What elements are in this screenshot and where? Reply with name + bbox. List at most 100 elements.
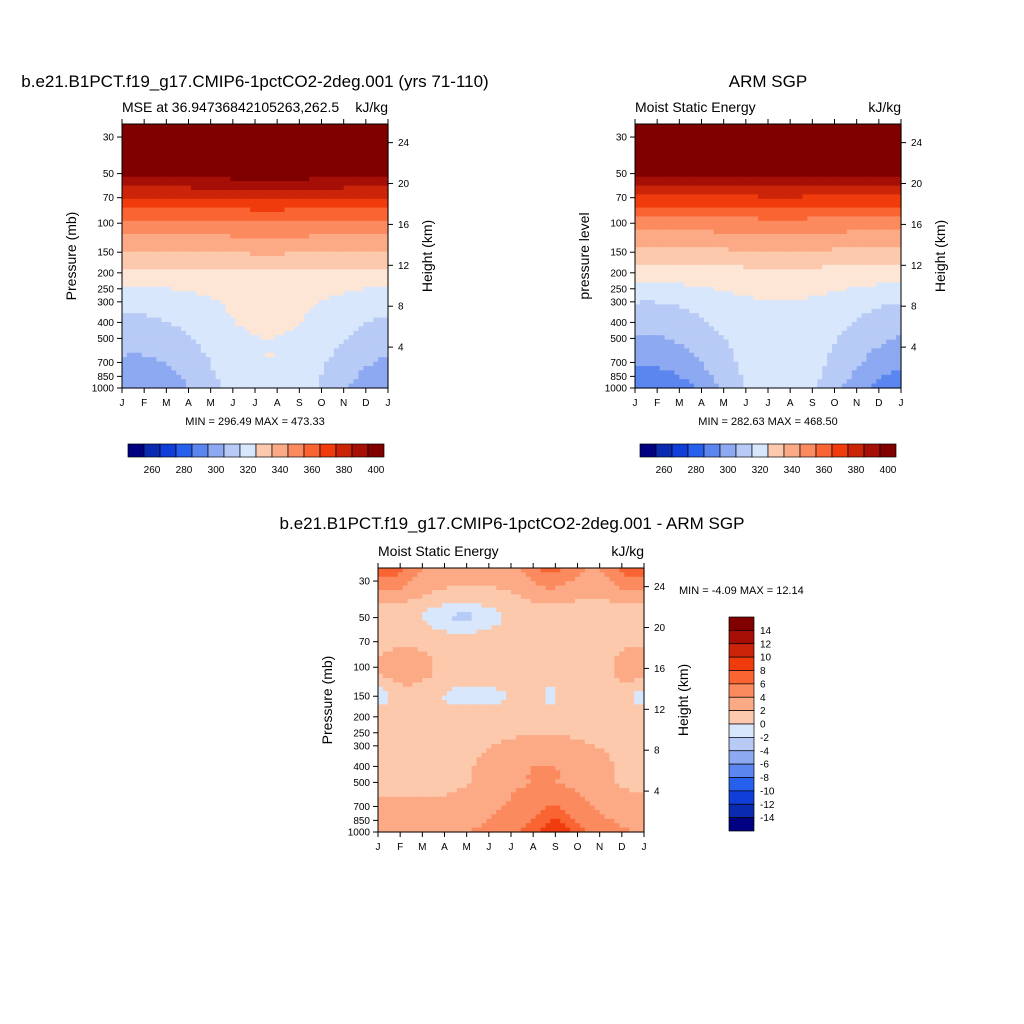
obs-field: [635, 124, 902, 389]
obs-x-tick-label: J: [743, 398, 748, 409]
model-contour-plot: J F M A M J J A S O N D J 30 50 70 100 150 200 250 300 400 500…: [92, 119, 410, 409]
model-colorbar-swatch: [143, 443, 161, 458]
model-field: [122, 124, 389, 389]
diff-colorbar-label: 14: [760, 626, 772, 637]
diff-x-tick-label: N: [596, 842, 603, 853]
model-colorbar-swatch: [191, 443, 209, 458]
obs-colorbar-label: 380: [848, 465, 865, 476]
model-x-tick-label: J: [386, 398, 391, 409]
model-y-axis-label: Pressure (mb): [63, 212, 79, 301]
diff-y-axis-label: Pressure (mb): [319, 656, 335, 745]
model-left-string: MSE at 36.94736842105263,262.5: [122, 99, 339, 115]
diff-left-string: Moist Static Energy: [378, 543, 499, 559]
obs-y-tick-label: 400: [610, 318, 627, 329]
diff-y-tick-label: 30: [359, 577, 371, 588]
obs-colorbar: 260 280 300 320 340 360 380 400: [639, 443, 897, 476]
obs-colorbar-swatch: [767, 443, 785, 458]
diff-x-tick-label: J: [642, 842, 647, 853]
diff-x-tick-label: A: [441, 842, 448, 853]
diff-colorbar-label: 8: [760, 666, 766, 677]
diff-right-tick-label: 8: [654, 746, 660, 757]
model-colorbar-label: 260: [144, 465, 161, 476]
obs-colorbar-swatch: [719, 443, 737, 458]
diff-colorbar-label: -12: [760, 800, 775, 811]
diff-x-tick-label: M: [418, 842, 426, 853]
obs-y-tick-label: 50: [616, 169, 628, 180]
diff-colorbar-label: -6: [760, 760, 769, 771]
diff-colorbar-swatch: [728, 817, 755, 832]
model-colorbar-swatch: [175, 443, 193, 458]
obs-colorbar-label: 340: [784, 465, 801, 476]
model-right-tick-label: 16: [398, 220, 410, 231]
diff-colorbar-label: 4: [760, 693, 766, 704]
diff-x-tick-label: J: [486, 842, 491, 853]
model-y-tick-label: 200: [97, 268, 114, 279]
model-y-tick-label: 250: [97, 284, 114, 295]
obs-right-tick-label: 16: [911, 220, 923, 231]
obs-y-tick-label: 850: [610, 372, 627, 383]
model-x-tick-label: A: [274, 398, 281, 409]
diff-right-tick-label: 12: [654, 705, 666, 716]
diff-y-tick-label: 100: [353, 663, 370, 674]
model-y-tick-label: 70: [103, 193, 115, 204]
model-colorbar-swatch: [239, 443, 257, 458]
diff-y-tick-label: 500: [353, 778, 370, 789]
model-colorbar-label: 360: [304, 465, 321, 476]
obs-colorbar-swatch: [671, 443, 689, 458]
diff-field: [378, 568, 645, 833]
obs-x-tick-label: F: [654, 398, 660, 409]
obs-left-string: Moist Static Energy: [635, 99, 756, 115]
diff-colorbar-label: -14: [760, 813, 775, 824]
obs-colorbar-swatch: [783, 443, 801, 458]
model-right-tick-label: 24: [398, 138, 410, 149]
obs-y-tick-label: 200: [610, 268, 627, 279]
obs-right-tick-label: 20: [911, 179, 923, 190]
obs-colorbar-swatch: [751, 443, 769, 458]
model-x-tick-label: J: [120, 398, 125, 409]
diff-x-tick-label: O: [574, 842, 582, 853]
diff-colorbar-swatch: [728, 737, 755, 752]
model-min-max: MIN = 296.49 MAX = 473.33: [185, 416, 324, 428]
obs-x-tick-label: A: [698, 398, 705, 409]
diff-right-tick-label: 24: [654, 582, 666, 593]
obs-colorbar-swatch: [863, 443, 881, 458]
diff-colorbar-swatch: [728, 696, 755, 711]
model-x-tick-label: J: [253, 398, 258, 409]
obs-y-tick-label: 100: [610, 219, 627, 230]
diff-y-tick-label: 200: [353, 712, 370, 723]
diff-colorbar-swatch: [728, 643, 755, 658]
model-colorbar-swatch: [351, 443, 369, 458]
obs-colorbar-swatch: [687, 443, 705, 458]
model-x-tick-label: O: [318, 398, 326, 409]
obs-y-tick-label: 30: [616, 133, 628, 144]
diff-y-tick-label: 700: [353, 802, 370, 813]
diff-min-max: MIN = -4.09 MAX = 12.14: [679, 585, 804, 597]
diff-colorbar-label: -8: [760, 773, 769, 784]
model-colorbar-swatch: [287, 443, 305, 458]
obs-right-tick-label: 8: [911, 302, 917, 313]
diff-colorbar-label: 12: [760, 639, 772, 650]
obs-y-tick-label: 500: [610, 334, 627, 345]
obs-right-tick-label: 12: [911, 261, 923, 272]
obs-colorbar-label: 300: [720, 465, 737, 476]
diff-colorbar-swatch: [728, 803, 755, 818]
obs-right-tick-label: 4: [911, 343, 917, 354]
model-x-tick-label: S: [296, 398, 303, 409]
diff-colorbar-label: 6: [760, 679, 766, 690]
diff-y-tick-label: 300: [353, 741, 370, 752]
obs-panel-title: ARM SGP: [729, 72, 807, 91]
obs-colorbar-swatch: [831, 443, 849, 458]
obs-y-tick-label: 1000: [605, 384, 628, 395]
model-x-tick-label: D: [362, 398, 369, 409]
model-colorbar-swatch: [303, 443, 321, 458]
diff-contour-plot: J F M A M J J A S O N D J 30 50 70 100 150 200 250 300 400 500…: [348, 563, 666, 853]
obs-x-tick-label: J: [633, 398, 638, 409]
obs-colorbar-swatch: [799, 443, 817, 458]
diff-colorbar-label: 2: [760, 706, 766, 717]
diff-y-tick-label: 850: [353, 816, 370, 827]
model-colorbar-swatch: [223, 443, 241, 458]
model-y-tick-label: 300: [97, 297, 114, 308]
diff-colorbar: 14 12 10 8 6 4 2 0 -2 -4 -6 -8 -10 -12 -14: [728, 616, 775, 832]
diff-colorbar-swatch: [728, 710, 755, 725]
